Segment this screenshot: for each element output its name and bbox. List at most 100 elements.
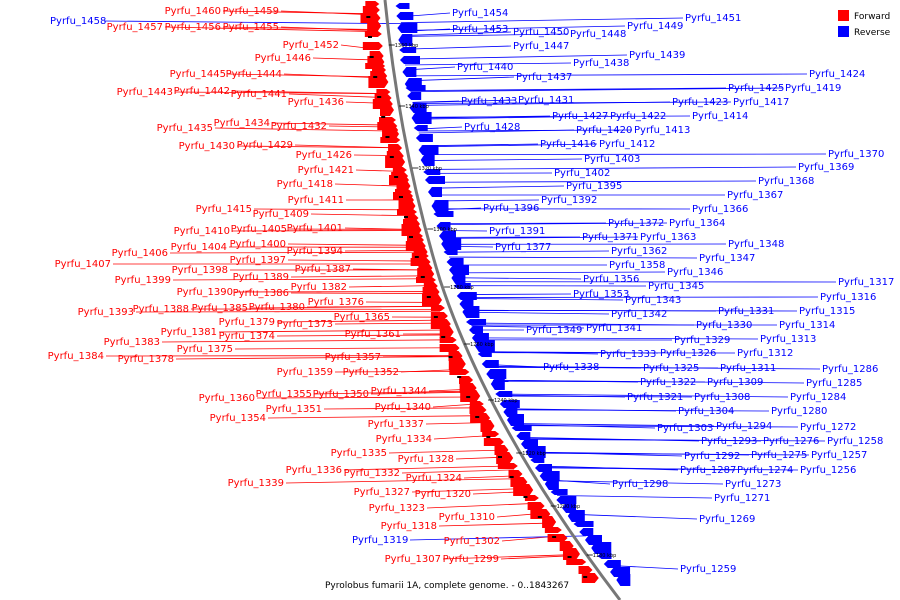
reverse-gene-glyph[interactable] — [511, 425, 532, 431]
reverse-gene-glyph[interactable] — [413, 125, 428, 131]
gene-label[interactable]: Pyrfu_1434 — [214, 118, 270, 129]
gene-label[interactable]: Pyrfu_1415 — [196, 204, 252, 215]
gene-label[interactable]: Pyrfu_1424 — [809, 69, 865, 80]
gene-label[interactable]: Pyrfu_1331 — [718, 306, 774, 317]
gene-label[interactable]: Pyrfu_1455 — [223, 22, 279, 33]
forward-gene-glyph[interactable] — [380, 137, 401, 143]
reverse-gene-glyph[interactable] — [507, 414, 524, 426]
reverse-gene-glyph[interactable] — [415, 134, 433, 142]
gene-label[interactable]: Pyrfu_1400 — [230, 239, 286, 250]
gene-label[interactable]: Pyrfu_1330 — [696, 320, 752, 331]
gene-label[interactable]: Pyrfu_1372 — [608, 218, 664, 229]
gene-label[interactable]: Pyrfu_1293 — [701, 436, 757, 447]
gene-label[interactable]: Pyrfu_1445 — [170, 69, 226, 80]
gene-label[interactable]: Pyrfu_1311 — [720, 363, 776, 374]
gene-label[interactable]: Pyrfu_1390 — [177, 287, 233, 298]
forward-gene-glyph[interactable] — [497, 463, 518, 469]
gene-label[interactable]: Pyrfu_1332 — [344, 468, 400, 479]
gene-label[interactable]: Pyrfu_1441 — [231, 89, 287, 100]
reverse-gene-glyph[interactable] — [481, 360, 499, 368]
gene-label[interactable]: Pyrfu_1452 — [283, 40, 339, 51]
forward-gene-glyph[interactable] — [379, 117, 396, 123]
gene-label[interactable]: Pyrfu_1287 — [680, 465, 736, 476]
gene-label[interactable]: Pyrfu_1394 — [287, 246, 343, 257]
gene-label[interactable]: Pyrfu_1352 — [343, 367, 399, 378]
gene-label[interactable]: Pyrfu_1321 — [627, 392, 683, 403]
gene-label[interactable]: Pyrfu_1431 — [518, 95, 574, 106]
reverse-gene-glyph[interactable] — [441, 238, 462, 250]
reverse-gene-glyph[interactable] — [477, 351, 492, 357]
reverse-gene-glyph[interactable] — [443, 249, 458, 255]
forward-gene-glyph[interactable] — [562, 548, 580, 560]
gene-label[interactable]: Pyrfu_1334 — [376, 434, 432, 445]
gene-label[interactable]: Pyrfu_1430 — [179, 141, 235, 152]
reverse-gene-glyph[interactable] — [516, 432, 531, 440]
reverse-gene-glyph[interactable] — [567, 510, 585, 522]
gene-label[interactable]: Pyrfu_1457 — [107, 22, 163, 33]
gene-label[interactable]: Pyrfu_1273 — [725, 479, 781, 490]
gene-label[interactable]: Pyrfu_1451 — [685, 13, 741, 24]
forward-gene-glyph[interactable] — [439, 337, 457, 343]
gene-label[interactable]: Pyrfu_1379 — [219, 317, 275, 328]
gene-label[interactable]: Pyrfu_1338 — [543, 362, 599, 373]
reverse-gene-glyph[interactable] — [420, 154, 435, 166]
reverse-gene-glyph[interactable] — [451, 272, 466, 284]
gene-label[interactable]: Pyrfu_1444 — [226, 69, 282, 80]
forward-gene-glyph[interactable] — [397, 209, 417, 215]
gene-label[interactable]: Pyrfu_1371 — [582, 232, 638, 243]
gene-label[interactable]: Pyrfu_1427 — [552, 111, 608, 122]
gene-label[interactable]: Pyrfu_1324 — [406, 473, 462, 484]
reverse-gene-glyph[interactable] — [556, 496, 577, 504]
forward-gene-glyph[interactable] — [480, 420, 495, 432]
gene-label[interactable]: Pyrfu_1256 — [800, 465, 856, 476]
gene-label[interactable]: Pyrfu_1343 — [625, 295, 681, 306]
gene-label[interactable]: Pyrfu_1432 — [271, 121, 327, 132]
gene-label[interactable]: Pyrfu_1335 — [331, 448, 387, 459]
gene-label[interactable]: Pyrfu_1360 — [199, 393, 255, 404]
gene-label[interactable]: Pyrfu_1385 — [192, 303, 248, 314]
gene-label[interactable]: Pyrfu_1435 — [157, 123, 213, 134]
gene-label[interactable]: Pyrfu_1309 — [707, 377, 763, 388]
gene-label[interactable]: Pyrfu_1341 — [586, 323, 642, 334]
reverse-gene-glyph[interactable] — [530, 457, 545, 463]
gene-label[interactable]: Pyrfu_1376 — [308, 297, 364, 308]
gene-label[interactable]: Pyrfu_1425 — [728, 83, 784, 94]
gene-label[interactable]: Pyrfu_1275 — [751, 450, 807, 461]
gene-label[interactable]: Pyrfu_1348 — [728, 239, 784, 250]
reverse-gene-glyph[interactable] — [396, 12, 414, 20]
gene-label[interactable]: Pyrfu_1407 — [55, 259, 111, 270]
gene-label[interactable]: Pyrfu_1403 — [584, 154, 640, 165]
forward-gene-glyph[interactable] — [430, 312, 448, 320]
gene-label[interactable]: Pyrfu_1308 — [694, 392, 750, 403]
gene-label[interactable]: Pyrfu_1414 — [692, 111, 748, 122]
gene-label[interactable]: Pyrfu_1439 — [629, 50, 685, 61]
forward-gene-glyph[interactable] — [547, 534, 568, 542]
gene-label[interactable]: Pyrfu_1328 — [398, 454, 454, 465]
gene-label[interactable]: Pyrfu_1272 — [800, 422, 856, 433]
gene-label[interactable]: Pyrfu_1405 — [231, 224, 287, 235]
forward-gene-glyph[interactable] — [449, 369, 470, 375]
gene-label[interactable]: Pyrfu_1357 — [325, 352, 381, 363]
gene-label[interactable]: Pyrfu_1355 — [256, 389, 312, 400]
reverse-gene-glyph[interactable] — [399, 47, 417, 53]
reverse-gene-glyph[interactable] — [402, 67, 417, 77]
gene-label[interactable]: Pyrfu_1417 — [733, 97, 789, 108]
gene-label[interactable]: Pyrfu_1362 — [611, 246, 667, 257]
reverse-gene-glyph[interactable] — [395, 3, 410, 9]
reverse-gene-glyph[interactable] — [597, 553, 612, 559]
gene-label[interactable]: Pyrfu_1381 — [161, 327, 217, 338]
forward-gene-glyph[interactable] — [376, 89, 391, 95]
reverse-gene-glyph[interactable] — [573, 521, 594, 527]
gene-label[interactable]: Pyrfu_1433 — [461, 96, 517, 107]
reverse-gene-glyph[interactable] — [433, 211, 454, 217]
gene-label[interactable]: Pyrfu_1412 — [599, 139, 655, 150]
gene-label[interactable]: Pyrfu_1354 — [210, 413, 266, 424]
gene-label[interactable]: Pyrfu_1336 — [286, 465, 342, 476]
gene-label[interactable]: Pyrfu_1458 — [50, 16, 106, 27]
reverse-gene-glyph[interactable] — [486, 369, 507, 379]
gene-label[interactable]: Pyrfu_1319 — [352, 535, 408, 546]
gene-label[interactable]: Pyrfu_1314 — [779, 320, 835, 331]
gene-label[interactable]: Pyrfu_1429 — [237, 140, 293, 151]
gene-label[interactable]: Pyrfu_1448 — [570, 29, 626, 40]
gene-label[interactable]: Pyrfu_1259 — [680, 564, 736, 575]
